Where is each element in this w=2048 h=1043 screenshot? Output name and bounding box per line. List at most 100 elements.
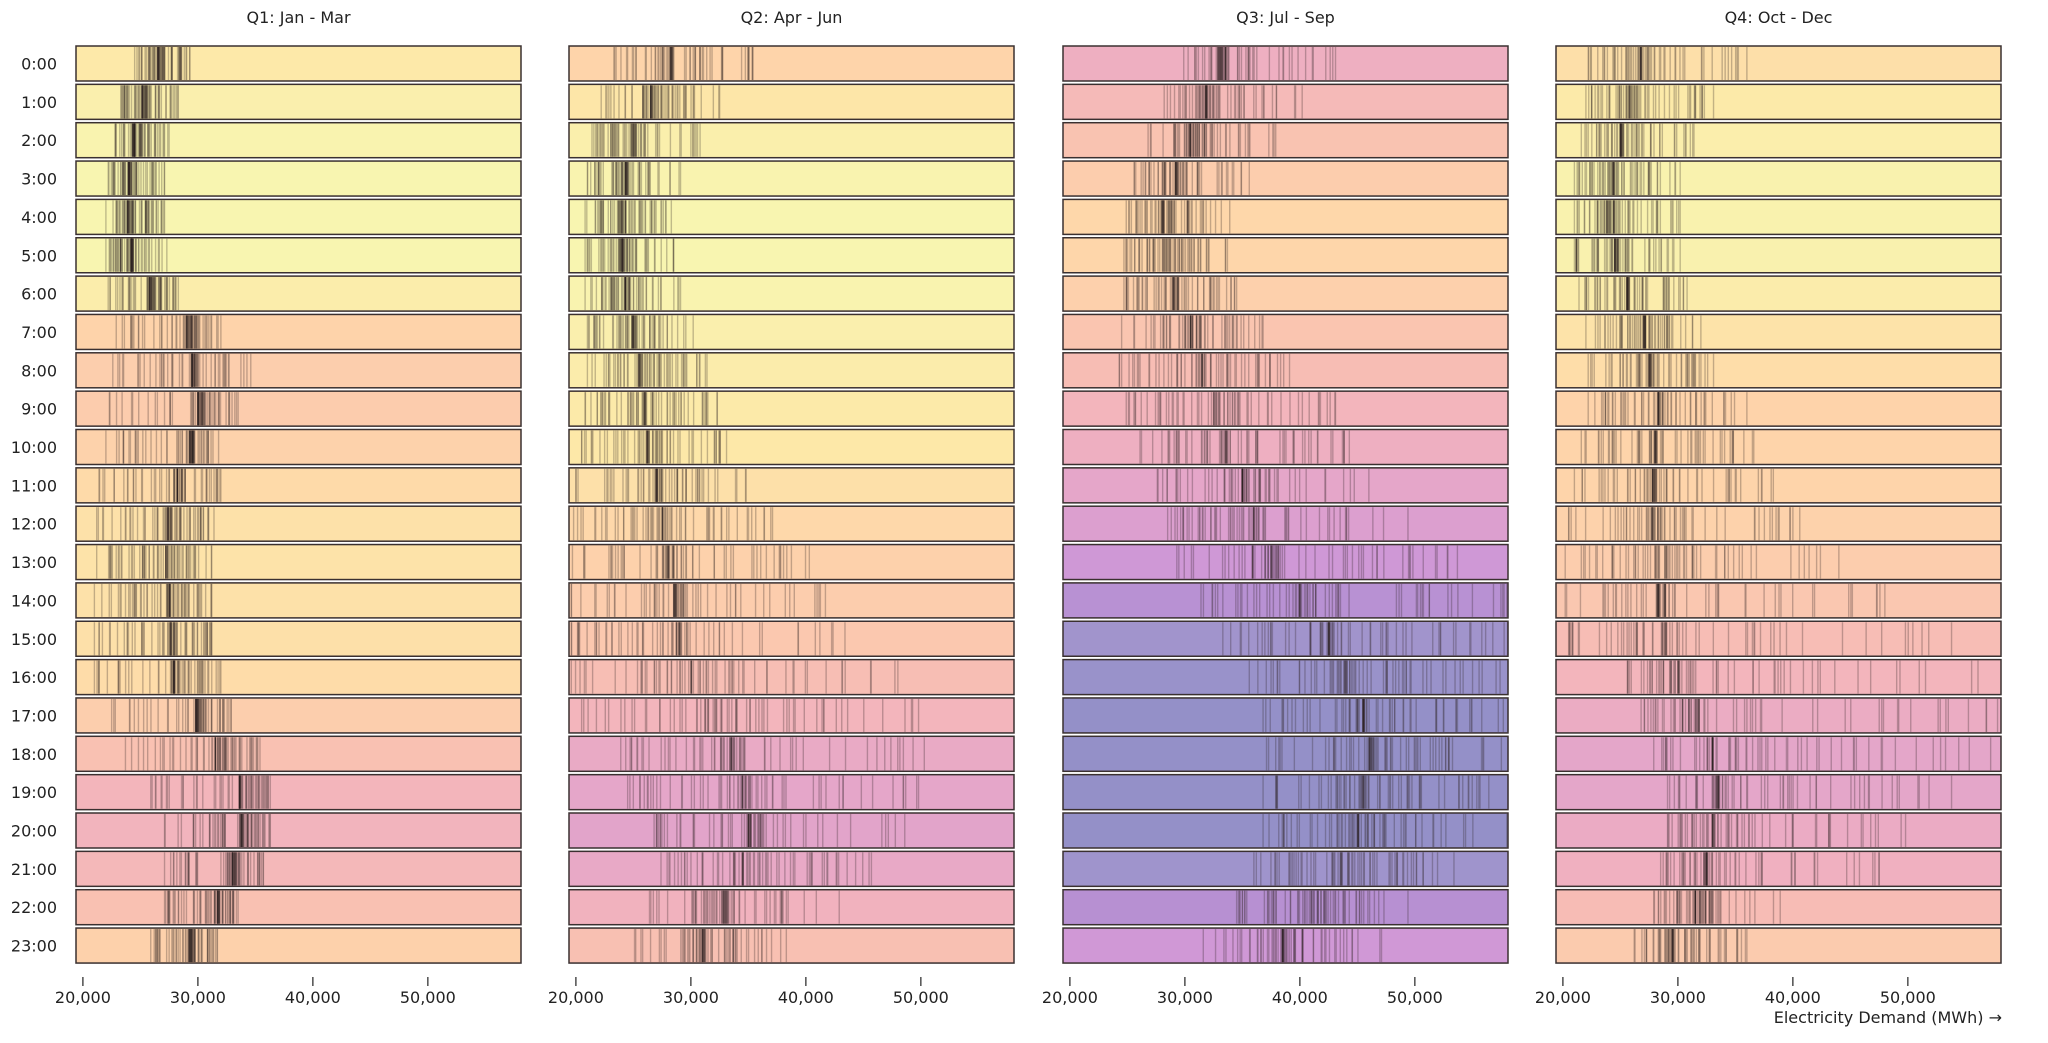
cell-background bbox=[76, 851, 521, 886]
facet-title: Q1: Jan - Mar bbox=[246, 8, 350, 27]
cell-background bbox=[76, 736, 521, 771]
row-label: 13:00 bbox=[11, 553, 57, 572]
cell-q1-6:00 bbox=[76, 276, 521, 311]
cell-q1-4:00 bbox=[76, 199, 521, 234]
cell-background bbox=[569, 391, 1014, 426]
cell-background bbox=[76, 775, 521, 810]
cell-q2-1:00 bbox=[569, 84, 1014, 119]
row-label: 7:00 bbox=[21, 323, 57, 342]
cell-q2-22:00 bbox=[569, 890, 1014, 925]
cell-q3-6:00 bbox=[1063, 276, 1508, 311]
cell-background bbox=[1063, 84, 1508, 119]
cell-background bbox=[569, 161, 1014, 196]
cell-q1-12:00 bbox=[76, 506, 521, 541]
cell-q2-11:00 bbox=[569, 468, 1014, 503]
cell-q1-23:00 bbox=[76, 928, 521, 963]
cell-q2-0:00 bbox=[569, 46, 1014, 81]
cell-q3-1:00 bbox=[1063, 84, 1508, 119]
facet-1: Q1: Jan - Mar0:001:002:003:004:005:006:0… bbox=[11, 8, 521, 1007]
cell-q2-12:00 bbox=[569, 506, 1014, 541]
cell-background bbox=[569, 775, 1014, 810]
cell-q1-13:00 bbox=[76, 545, 521, 580]
cell-background bbox=[76, 890, 521, 925]
cell-q3-11:00 bbox=[1063, 468, 1508, 503]
cell-q2-5:00 bbox=[569, 238, 1014, 273]
row-label: 5:00 bbox=[21, 246, 57, 265]
cell-q1-3:00 bbox=[76, 161, 521, 196]
cell-background bbox=[76, 391, 521, 426]
cell-background bbox=[569, 468, 1014, 503]
cell-background bbox=[76, 506, 521, 541]
cell-background bbox=[1063, 314, 1508, 349]
cell-q3-3:00 bbox=[1063, 161, 1508, 196]
cell-q2-13:00 bbox=[569, 545, 1014, 580]
cell-q2-3:00 bbox=[569, 161, 1014, 196]
row-label: 8:00 bbox=[21, 361, 57, 380]
cell-background bbox=[1063, 123, 1508, 158]
row-label: 1:00 bbox=[21, 93, 57, 112]
row-label: 6:00 bbox=[21, 285, 57, 304]
row-label: 16:00 bbox=[11, 668, 57, 687]
row-label: 20:00 bbox=[11, 822, 57, 841]
row-label: 2:00 bbox=[21, 131, 57, 150]
cell-q2-6:00 bbox=[569, 276, 1014, 311]
cell-background bbox=[569, 199, 1014, 234]
cell-q1-17:00 bbox=[76, 698, 521, 733]
cell-q1-11:00 bbox=[76, 468, 521, 503]
cell-q1-2:00 bbox=[76, 123, 521, 158]
cell-q1-1:00 bbox=[76, 84, 521, 119]
cell-background bbox=[569, 84, 1014, 119]
cell-background bbox=[76, 813, 521, 848]
cell-q2-21:00 bbox=[569, 851, 1014, 886]
cell-q3-14:00 bbox=[1063, 583, 1508, 618]
row-label: 11:00 bbox=[11, 476, 57, 495]
cell-q3-9:00 bbox=[1063, 391, 1508, 426]
cell-background bbox=[569, 621, 1014, 656]
row-label: 19:00 bbox=[11, 783, 57, 802]
cell-q2-16:00 bbox=[569, 660, 1014, 695]
cell-background bbox=[569, 353, 1014, 388]
x-tick-label: 30,000 bbox=[170, 988, 226, 1007]
cell-q3-10:00 bbox=[1063, 430, 1508, 465]
facet-title: Q3: Jul - Sep bbox=[1236, 8, 1335, 27]
cell-background bbox=[569, 583, 1014, 618]
cell-q3-19:00 bbox=[1063, 775, 1508, 810]
cell-background bbox=[569, 851, 1014, 886]
cell-q1-9:00 bbox=[76, 391, 521, 426]
cell-q2-10:00 bbox=[569, 430, 1014, 465]
cell-background bbox=[569, 506, 1014, 541]
row-label: 23:00 bbox=[11, 937, 57, 956]
row-label: 14:00 bbox=[11, 591, 57, 610]
cell-background bbox=[76, 698, 521, 733]
cell-q3-17:00 bbox=[1063, 698, 1508, 733]
cell-q2-23:00 bbox=[569, 928, 1014, 963]
cell-q1-7:00 bbox=[76, 314, 521, 349]
cell-background bbox=[76, 161, 521, 196]
x-tick-label: 20,000 bbox=[55, 988, 111, 1007]
cell-q2-14:00 bbox=[569, 583, 1014, 618]
x-tick-label: 50,000 bbox=[400, 988, 456, 1007]
cell-q1-15:00 bbox=[76, 621, 521, 656]
cell-background bbox=[76, 276, 521, 311]
cell-background bbox=[76, 353, 521, 388]
cell-q1-22:00 bbox=[76, 890, 521, 925]
cell-background bbox=[569, 660, 1014, 695]
cell-background bbox=[569, 430, 1014, 465]
cell-background bbox=[76, 583, 521, 618]
cell-q1-16:00 bbox=[76, 660, 521, 695]
cell-q3-16:00 bbox=[1063, 660, 1508, 695]
cell-q1-10:00 bbox=[76, 430, 521, 465]
row-label: 21:00 bbox=[11, 860, 57, 879]
cell-background bbox=[1063, 468, 1508, 503]
row-label: 17:00 bbox=[11, 706, 57, 725]
cell-background bbox=[76, 928, 521, 963]
cell-background bbox=[1063, 46, 1508, 81]
cell-q2-20:00 bbox=[569, 813, 1014, 848]
x-tick-label: 40,000 bbox=[778, 988, 834, 1007]
cell-background bbox=[1063, 545, 1508, 580]
row-label: 4:00 bbox=[21, 208, 57, 227]
cell-q1-0:00 bbox=[76, 46, 521, 81]
row-label: 18:00 bbox=[11, 745, 57, 764]
